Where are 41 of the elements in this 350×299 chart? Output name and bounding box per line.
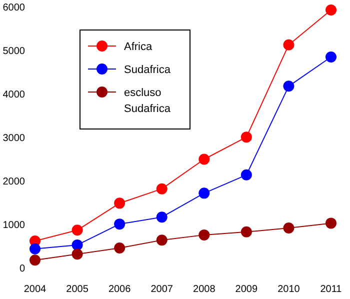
point — [198, 188, 210, 199]
y-tick-label: 0 — [19, 264, 26, 274]
point — [30, 254, 40, 266]
point — [156, 212, 168, 223]
point — [156, 234, 168, 246]
y-tick-label: 5000 — [2, 46, 26, 57]
y-tick-label: 1000 — [2, 220, 26, 231]
point — [198, 154, 210, 165]
point — [283, 39, 294, 50]
point — [114, 242, 126, 254]
x-tick-label: 2006 — [108, 284, 132, 295]
point — [198, 229, 210, 240]
point — [72, 248, 83, 260]
point — [326, 218, 336, 229]
y-tick-label: 3000 — [2, 133, 26, 144]
x-tick-label: 2010 — [278, 284, 300, 295]
point — [240, 226, 252, 238]
x-tick-label: 2009 — [235, 284, 258, 295]
point — [283, 80, 294, 92]
point — [156, 183, 168, 194]
y-tick-label: 4000 — [2, 90, 26, 100]
x-tick-label: 2005 — [66, 284, 89, 295]
point — [326, 52, 336, 63]
legend-label: escluso Sudafrica — [124, 86, 172, 115]
point — [283, 222, 294, 234]
x-tick-label: 2008 — [193, 284, 216, 295]
point — [114, 218, 126, 230]
point — [240, 169, 252, 180]
y-tick-label: 6000 — [2, 2, 26, 14]
x-tick-label: 2011 — [320, 284, 342, 295]
x-tick-label: 2004 — [24, 284, 47, 295]
point — [326, 4, 336, 16]
y-tick-label: 2000 — [2, 176, 26, 188]
point — [240, 132, 252, 143]
point — [30, 243, 40, 254]
legend-label: Africa — [124, 40, 153, 53]
point — [72, 224, 83, 236]
point — [114, 198, 126, 209]
legend-label: Sudafrica — [124, 64, 172, 76]
point — [72, 239, 83, 250]
x-tick-label: 2007 — [150, 284, 174, 295]
